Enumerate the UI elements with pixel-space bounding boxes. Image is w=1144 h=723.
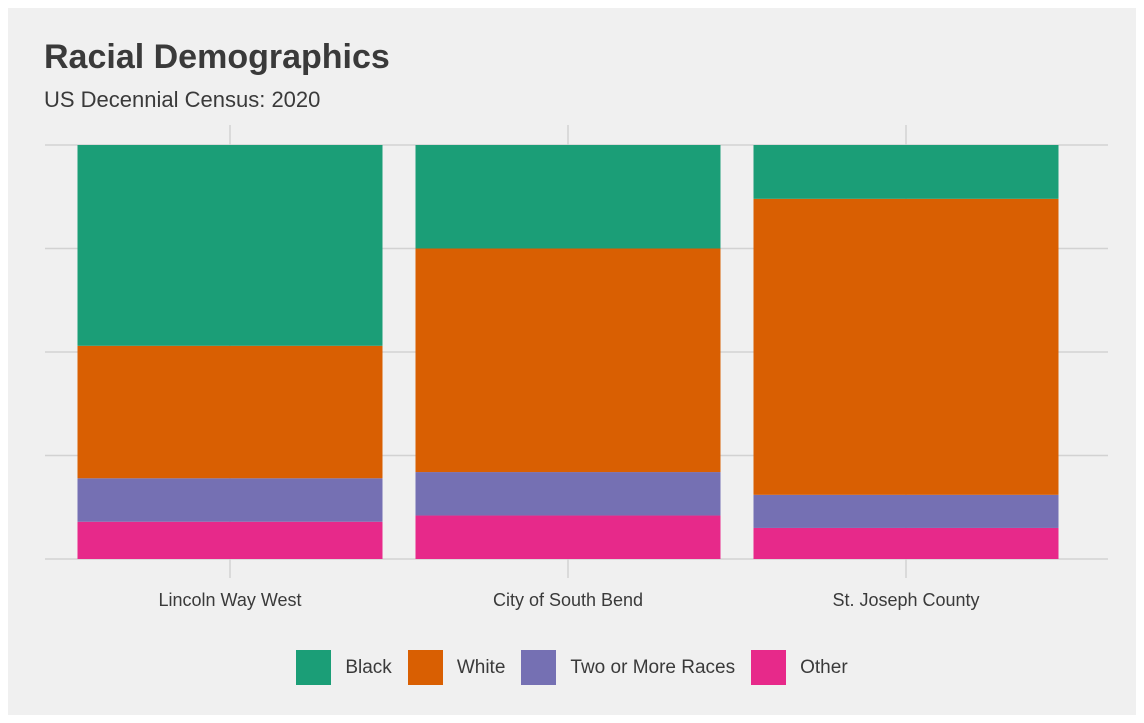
- legend-label-other: Other: [800, 656, 848, 678]
- bar-two-or-more-races-1: [415, 472, 721, 516]
- bars: [77, 145, 1059, 559]
- x-tick-label-1: City of South Bend: [493, 590, 643, 610]
- x-tick-label-0: Lincoln Way West: [158, 590, 301, 610]
- legend-swatch-black: [296, 650, 332, 685]
- legend-label-white: White: [456, 656, 506, 678]
- bar-black-2: [753, 145, 1059, 199]
- legend-label-two-or-more-races: Two or More Races: [570, 656, 736, 678]
- chart-title: Racial Demographics: [44, 38, 390, 76]
- bar-two-or-more-races-0: [77, 478, 383, 522]
- bar-black-1: [415, 145, 721, 249]
- bar-white-0: [77, 345, 383, 479]
- x-axis-ticks: Lincoln Way West City of South Bend St. Jo…: [158, 590, 979, 610]
- bar-white-2: [753, 198, 1059, 495]
- chart-panel: Racial Demographics US Decennial Census:…: [8, 8, 1136, 715]
- bar-two-or-more-races-2: [753, 494, 1059, 528]
- legend-swatch-white: [407, 650, 443, 685]
- legend: Black White Two or More Races Other: [8, 650, 1136, 685]
- chart-subtitle: US Decennial Census: 2020: [44, 87, 321, 112]
- bar-other-2: [753, 527, 1059, 559]
- legend-item-two-or-more-races: Two or More Races: [521, 650, 735, 685]
- legend-swatch-other: [751, 650, 787, 685]
- bar-other-1: [415, 515, 721, 559]
- legend-swatch-two-or-more-races: [521, 650, 557, 685]
- bar-other-0: [77, 521, 383, 559]
- legend-item-other: Other: [751, 650, 848, 685]
- x-tick-label-2: St. Joseph County: [832, 590, 979, 610]
- stacked-bar-chart: Lincoln Way West City of South Bend St. Jo…: [45, 125, 1108, 610]
- legend-item-white: White: [407, 650, 506, 685]
- bar-black-0: [77, 145, 383, 346]
- legend-item-black: Black: [296, 650, 392, 685]
- bar-white-1: [415, 248, 721, 473]
- legend-label-black: Black: [345, 656, 392, 678]
